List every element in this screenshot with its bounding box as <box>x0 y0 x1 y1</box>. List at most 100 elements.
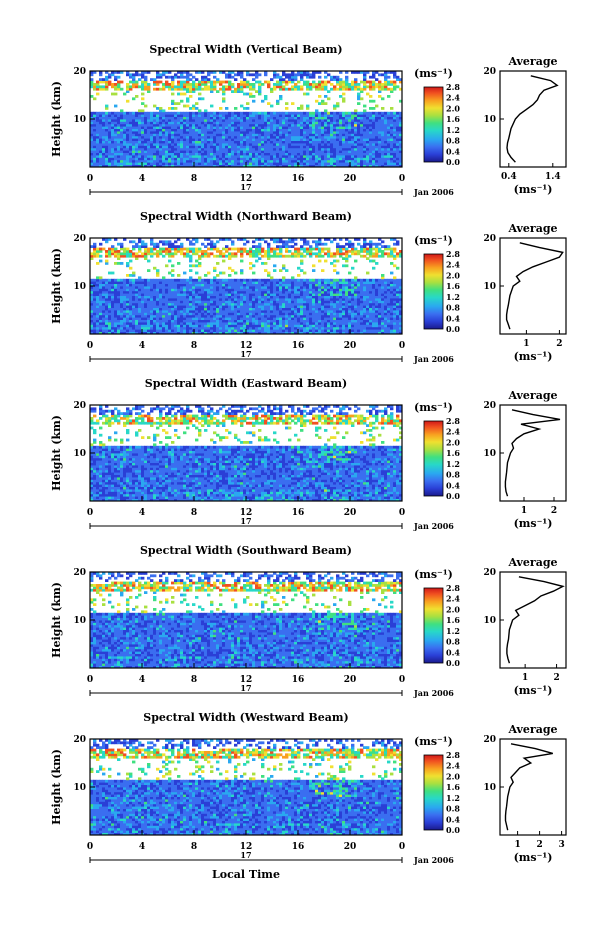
heatmap-cell <box>90 145 94 149</box>
heatmap-cell <box>204 157 208 161</box>
heatmap-cell <box>189 143 193 146</box>
heatmap-cell <box>345 152 349 156</box>
heatmap-cell <box>183 247 187 251</box>
heatmap-cell <box>120 295 124 299</box>
heatmap-cell <box>222 114 226 117</box>
heatmap-cell <box>135 133 139 137</box>
heatmap-cell <box>168 254 172 258</box>
heatmap-cell <box>381 159 385 163</box>
heatmap-cell <box>129 298 133 301</box>
heatmap-cell <box>141 293 145 296</box>
heatmap-cell <box>93 298 97 301</box>
heatmap-cell <box>267 283 271 287</box>
heatmap-cell <box>237 140 241 144</box>
heatmap-cell <box>192 286 196 289</box>
heatmap-cell <box>138 312 142 316</box>
heatmap-cell <box>162 317 166 320</box>
heatmap-cell <box>324 75 328 79</box>
heatmap-cell <box>252 271 256 275</box>
heatmap-cell <box>147 140 151 144</box>
colorbar-label: 0.0 <box>446 157 460 167</box>
heatmap-cell <box>219 302 223 306</box>
heatmap-cell <box>276 121 280 125</box>
heatmap-cell <box>192 295 196 299</box>
heatmap-cell <box>357 114 361 117</box>
heatmap-cell <box>147 331 151 335</box>
heatmap-cell <box>363 73 367 77</box>
heatmap-cell <box>198 286 202 289</box>
heatmap-cell <box>252 329 256 332</box>
heatmap-cell <box>258 286 262 289</box>
heatmap-cell <box>213 319 217 323</box>
heatmap-cell <box>387 135 391 139</box>
heatmap-cell <box>291 116 295 120</box>
heatmap-cell <box>258 329 262 332</box>
heatmap-cell <box>234 143 238 146</box>
heatmap-cell <box>120 159 124 163</box>
heatmap-cell <box>153 305 157 308</box>
heatmap-cell <box>276 322 280 325</box>
heatmap-cell <box>108 155 112 158</box>
heatmap-cell <box>168 290 172 294</box>
heatmap-cell <box>291 131 295 134</box>
heatmap-cell <box>243 324 247 328</box>
heatmap-cell <box>381 143 385 146</box>
heatmap-cell <box>393 83 397 86</box>
heatmap-cell <box>186 90 190 93</box>
heatmap-cell <box>375 78 379 81</box>
heatmap-cell <box>141 286 145 289</box>
heatmap-cell <box>189 322 193 325</box>
heatmap-cell <box>237 302 241 306</box>
heatmap-cell <box>294 140 298 144</box>
heatmap-cell <box>219 138 223 141</box>
heatmap-cell <box>198 159 202 163</box>
heatmap-cell <box>342 152 346 156</box>
heatmap-cell <box>177 145 181 149</box>
heatmap-cell <box>228 152 232 156</box>
heatmap-cell <box>159 293 163 296</box>
heatmap-cell <box>195 290 199 294</box>
heatmap-cell <box>186 114 190 117</box>
heatmap-cell <box>135 80 139 84</box>
heatmap-cell <box>174 102 178 105</box>
heatmap-cell <box>276 319 280 323</box>
heatmap-cell <box>324 71 328 74</box>
heatmap-cell <box>138 302 142 306</box>
heatmap-cell <box>231 293 235 296</box>
heatmap-cell <box>399 133 403 137</box>
heatmap-cell <box>273 319 277 323</box>
heatmap-cell <box>336 80 340 84</box>
heatmap-cell <box>279 290 283 294</box>
heatmap-cell <box>369 116 373 120</box>
heatmap-cell <box>333 145 337 149</box>
heatmap-cell <box>237 295 241 299</box>
heatmap-cell <box>210 83 214 86</box>
heatmap-cell <box>144 257 148 260</box>
heatmap-cell <box>93 331 97 335</box>
heatmap-cell <box>117 114 121 117</box>
heatmap-cell <box>270 131 274 134</box>
heatmap-cell <box>267 131 271 134</box>
heatmap-cell <box>108 121 112 125</box>
heatmap-cell <box>285 295 289 299</box>
heatmap-cell <box>153 157 157 161</box>
heatmap-cell <box>114 164 118 168</box>
heatmap-cell <box>171 147 175 151</box>
heatmap-cell <box>225 322 229 325</box>
heatmap-cell <box>315 143 319 146</box>
heatmap-cell <box>105 159 109 163</box>
heatmap-cell <box>162 121 166 125</box>
heatmap-cell <box>273 71 277 74</box>
heatmap-cell <box>192 281 196 284</box>
heatmap-cell <box>204 80 208 84</box>
heatmap-cell <box>99 135 103 139</box>
heatmap-cell <box>237 131 241 134</box>
heatmap-cell <box>123 254 127 258</box>
heatmap-cell <box>222 159 226 163</box>
heatmap-cell <box>336 126 340 129</box>
heatmap-cell <box>267 331 271 335</box>
heatmap-cell <box>387 157 391 161</box>
heatmap-cell <box>354 116 358 120</box>
heatmap-cell <box>276 133 280 137</box>
heatmap-cell <box>180 295 184 299</box>
